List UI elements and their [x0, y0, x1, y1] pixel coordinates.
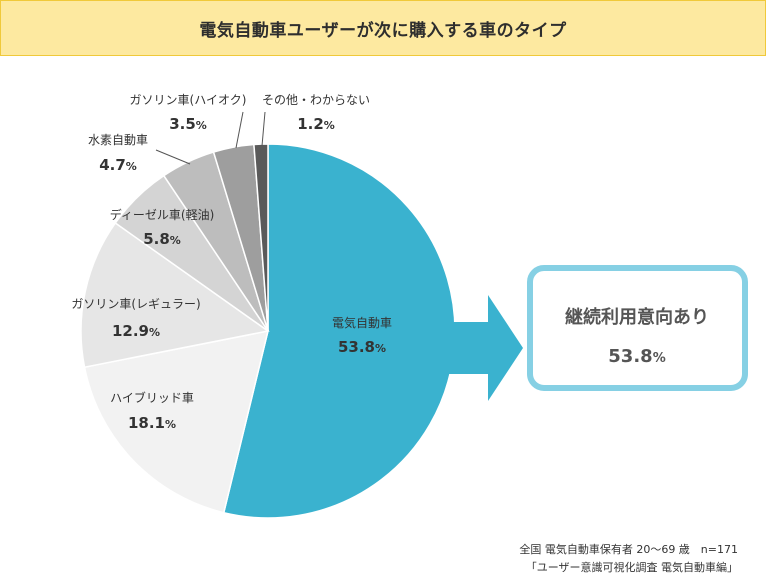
callout-label: 継続利用意向あり	[565, 306, 709, 328]
slice-label-gasoline-premium: ガソリン車(ハイオク)	[130, 93, 247, 107]
pie-slice-hybrid	[83, 330, 270, 514]
slice-label-gasoline-regular: ガソリン車(レギュラー)	[71, 297, 200, 311]
callout-box	[527, 265, 748, 391]
slice-value-other: 1.2%	[297, 115, 335, 133]
slice-label-other: その他・わからない	[262, 93, 370, 107]
footnote-sample: 全国 電気自動車保有者 20～69 歳 n=171	[519, 543, 738, 556]
leader-line-gasoline-premium	[235, 111, 244, 149]
footnote-source: 「ユーザー意識可視化調査 電気自動車編」	[525, 561, 738, 574]
chart-title: 電気自動車ユーザーが次に購入する車のタイプ	[199, 20, 567, 41]
callout-arrow	[440, 295, 523, 401]
slice-label-diesel: ディーゼル車(軽油)	[110, 207, 215, 222]
slice-value-gasoline-regular: 12.9%	[112, 322, 160, 340]
slice-value-ev: 53.8%	[338, 338, 386, 356]
title-bar: 電気自動車ユーザーが次に購入する車のタイプ	[0, 0, 766, 56]
pie-slice-other	[253, 143, 269, 332]
pie-slice-gasoline-regular	[80, 221, 270, 369]
callout-value: 53.8%	[608, 346, 665, 367]
slice-label-ev: 電気自動車	[332, 315, 392, 330]
leader-line-other	[261, 111, 266, 147]
slice-label-hydrogen: 水素自動車	[88, 133, 148, 147]
slice-value-gasoline-premium: 3.5%	[169, 115, 207, 133]
slice-value-diesel: 5.8%	[143, 230, 181, 248]
leader-line-hydrogen	[155, 149, 191, 165]
slice-label-hybrid: ハイブリッド車	[110, 390, 194, 405]
slice-value-hydrogen: 4.7%	[99, 156, 137, 174]
slice-value-hybrid: 18.1%	[128, 414, 176, 432]
